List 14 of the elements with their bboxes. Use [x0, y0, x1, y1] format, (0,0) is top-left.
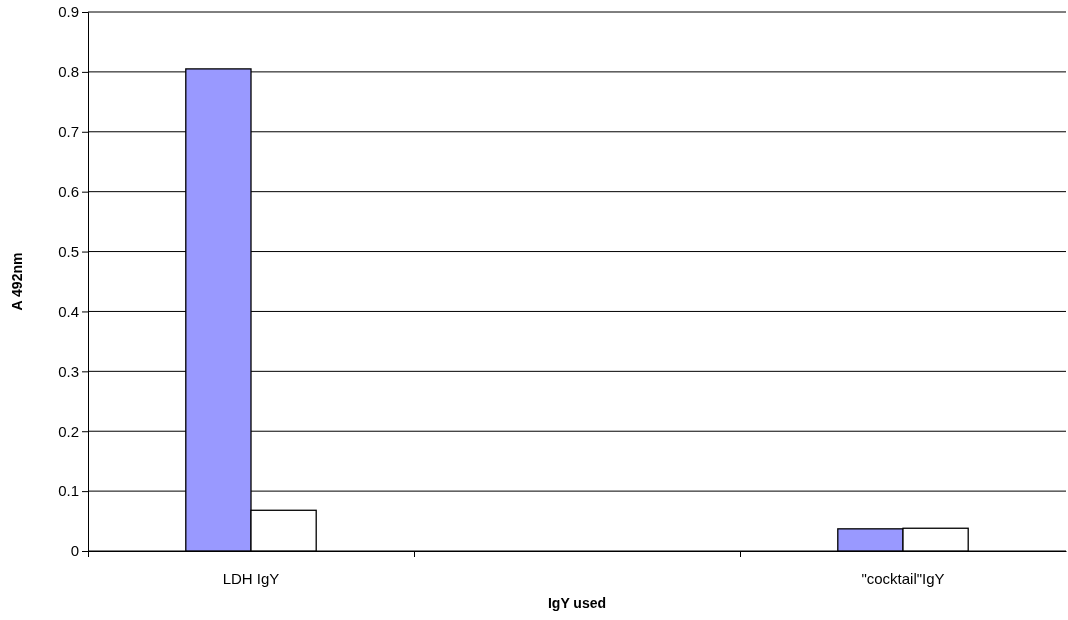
y-tick-label: 0.7 [58, 123, 79, 141]
x-tick-label: LDH IgY [222, 570, 280, 587]
y-tick-label: 0.2 [58, 422, 79, 440]
y-tick-label: 0.1 [58, 482, 79, 500]
y-tick-label: 0.5 [58, 242, 79, 260]
y-tick-label: 0.8 [58, 63, 79, 81]
y-tick-label: 0.9 [58, 3, 79, 21]
x-axis-title: IgY used [547, 595, 607, 611]
y-tick-label: 0.6 [58, 182, 79, 200]
y-tick-label: 0 [70, 542, 79, 560]
y-tick-label: 0.4 [58, 302, 79, 320]
y-axis-title: A 492nm [9, 252, 25, 311]
y-tick-label: 0.3 [58, 362, 79, 380]
x-tick-label: "cocktail"IgY [861, 570, 945, 587]
